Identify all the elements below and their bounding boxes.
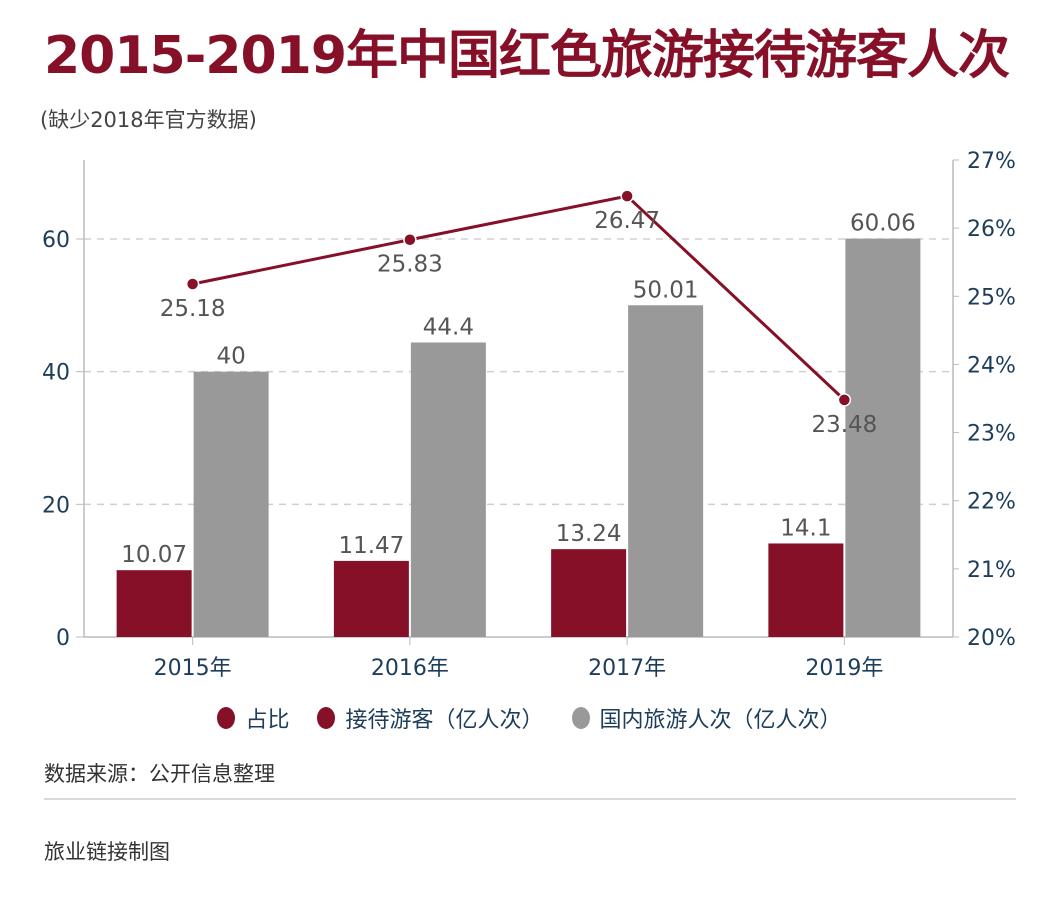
ratio-line-path [192, 194, 846, 401]
combo-chart: 0 20 40 60 20% 21% 22% 23% 24% 25% 26% 27% 2015年 2016… [42, 149, 1016, 681]
bar-domestic-tourism [410, 342, 486, 637]
legend-label: 占比 [245, 708, 290, 733]
bar-red-tourism [333, 560, 409, 637]
right-axis-tick-label: 23% [967, 422, 1016, 447]
legend-item-red-tourism[interactable]: 接待游客（亿人次） [317, 702, 544, 734]
bar-domestic-tourism [845, 238, 921, 637]
ratio-value-label: 26.47 [594, 208, 660, 234]
legend-marker-icon [217, 707, 236, 729]
bar-value-label: 60.06 [850, 211, 916, 237]
bar-red-tourism [551, 549, 627, 637]
ratio-value-label: 23.48 [811, 412, 877, 438]
x-axis-tick-label: 2017年 [588, 656, 666, 681]
bar-value-label: 11.47 [338, 533, 404, 559]
bar-red-tourism [116, 570, 192, 637]
legend-item-domestic-tourism[interactable]: 国内旅游人次（亿人次） [571, 702, 842, 734]
axes: 0 20 40 60 20% 21% 22% 23% 24% 25% 26% 27% 2015年 2016… [42, 149, 1016, 681]
legend-label: 国内旅游人次（亿人次） [599, 708, 842, 733]
x-axis-tick-label: 2015年 [154, 656, 232, 681]
legend-marker-icon [571, 707, 590, 729]
left-axis-tick-label: 0 [56, 626, 70, 651]
left-axis-tick-label: 60 [42, 228, 70, 253]
ratio-line [185, 189, 852, 407]
left-axis-tick-label: 40 [42, 361, 70, 386]
legend: 占比 接待游客（亿人次） 国内旅游人次（亿人次） [0, 702, 1059, 734]
right-axis-tick-label: 27% [967, 149, 1016, 174]
bar-domestic-tourism [628, 305, 704, 637]
legend-item-ratio[interactable]: 占比 [217, 702, 289, 734]
right-axis-tick-label: 24% [967, 353, 1016, 378]
right-axis-tick-label: 21% [967, 558, 1016, 583]
right-axis-tick-label: 26% [967, 217, 1016, 242]
ratio-point [620, 189, 634, 203]
ratio-value-label: 25.18 [160, 296, 226, 322]
x-axis-tick-label: 2019年 [805, 656, 883, 681]
left-axis-tick-label: 20 [42, 493, 70, 518]
bar-value-label: 14.1 [780, 515, 831, 541]
bar-value-label: 10.07 [121, 542, 187, 568]
bar-value-label: 13.24 [556, 521, 622, 547]
data-labels: 10.07 40 11.47 44.4 13.24 50.01 14.1 60.06 25.18… [121, 208, 916, 568]
bar-value-label: 50.01 [633, 277, 699, 303]
data-source-note: 数据来源：公开信息整理 [44, 762, 275, 786]
legend-marker-icon [317, 707, 336, 729]
bar-red-tourism [768, 543, 844, 637]
divider [44, 798, 1016, 800]
ratio-point [185, 277, 200, 291]
x-axis-tick-label: 2016年 [371, 656, 449, 681]
right-axis-tick-label: 22% [967, 490, 1016, 515]
legend-label: 接待游客（亿人次） [345, 708, 544, 733]
ratio-point [403, 232, 417, 247]
right-axis-tick-label: 20% [967, 626, 1016, 651]
bar-domestic-tourism [193, 371, 269, 637]
chart-title: 2015-2019年中国红色旅游接待游客人次 [44, 26, 1010, 86]
bar-value-label: 40 [216, 344, 245, 370]
ratio-value-label: 25.83 [377, 252, 443, 278]
credit-note: 旅业链接制图 [44, 840, 170, 864]
ratio-point [837, 393, 852, 407]
bar-value-label: 44.4 [423, 314, 474, 340]
chart-subtitle: (缺少2018年官方数据) [40, 108, 257, 132]
right-axis-tick-label: 25% [967, 285, 1016, 310]
bars [116, 238, 921, 637]
